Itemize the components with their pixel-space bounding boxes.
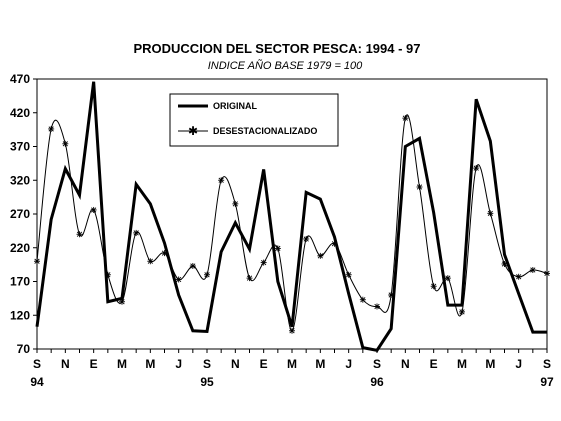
x-tick-label: M bbox=[145, 357, 155, 371]
y-tick-label: 470 bbox=[10, 72, 30, 86]
legend-original-label: ORIGINAL bbox=[213, 101, 258, 111]
series-desestacionalizado-point bbox=[374, 303, 380, 310]
y-tick-label: 420 bbox=[10, 106, 30, 120]
series-desestacionalizado-point bbox=[246, 275, 253, 282]
chart-title: PRODUCCION DEL SECTOR PESCA: 1994 - 97 bbox=[133, 41, 420, 56]
y-tick-label: 120 bbox=[10, 308, 30, 322]
x-tick-label: S bbox=[373, 357, 381, 371]
series-desestacionalizado-point bbox=[359, 296, 366, 303]
series-desestacionalizado-point bbox=[232, 200, 239, 207]
series-desestacionalizado-point bbox=[204, 271, 210, 278]
series-desestacionalizado-point bbox=[345, 271, 352, 278]
x-tick-label: S bbox=[203, 357, 211, 371]
series-desestacionalizado-point bbox=[430, 283, 437, 290]
x-tick-label: M bbox=[315, 357, 325, 371]
x-tick-label: M bbox=[117, 357, 127, 371]
x-tick-label: E bbox=[260, 357, 268, 371]
series-desestacionalizado-point bbox=[402, 115, 409, 122]
y-tick-label: 370 bbox=[10, 140, 30, 154]
series-desestacionalizado-point bbox=[260, 259, 267, 266]
x-tick-label: E bbox=[430, 357, 438, 371]
series-original-line bbox=[35, 81, 547, 353]
x-tick-label: M bbox=[287, 357, 297, 371]
series-desestacionalizado-point bbox=[444, 275, 451, 282]
x-tick-label: E bbox=[90, 357, 98, 371]
series-desestacionalizado-point bbox=[487, 210, 494, 217]
series-desestacionalizado-point bbox=[90, 206, 97, 213]
x-year-label: 97 bbox=[540, 375, 554, 389]
series-desestacionalizado-point bbox=[317, 252, 324, 259]
legend: ORIGINAL ✱ DESESTACIONALIZADO bbox=[169, 93, 339, 147]
series-desestacionalizado-point bbox=[515, 273, 522, 280]
y-tick-label: 170 bbox=[10, 275, 30, 289]
y-tick-label: 70 bbox=[17, 342, 31, 356]
x-year-label: 96 bbox=[370, 375, 384, 389]
series-desestacionalizado-point bbox=[175, 276, 182, 283]
series-desestacionalizado-point bbox=[147, 258, 154, 265]
series-desestacionalizado-point bbox=[289, 327, 295, 334]
x-tick-label: J bbox=[515, 357, 522, 371]
x-tick-label: N bbox=[61, 357, 70, 371]
series-desestacionalizado-point bbox=[544, 270, 550, 277]
y-tick-label: 270 bbox=[10, 207, 30, 221]
series-desestacionalizado-line bbox=[36, 114, 548, 332]
x-tick-label: J bbox=[175, 357, 182, 371]
series-desestacionalizado-point bbox=[48, 125, 55, 132]
series-desestacionalizado-point bbox=[473, 165, 480, 172]
legend-desest-label: DESESTACIONALIZADO bbox=[213, 126, 317, 136]
series-desestacionalizado-point bbox=[303, 235, 310, 242]
series-desestacionalizado-point bbox=[133, 229, 140, 236]
series-desestacionalizado-point bbox=[189, 262, 196, 269]
series-layer bbox=[34, 81, 550, 353]
x-tick-label: S bbox=[33, 357, 41, 371]
x-tick-label: M bbox=[485, 357, 495, 371]
x-tick-label: M bbox=[457, 357, 467, 371]
x-tick-label: N bbox=[231, 357, 240, 371]
series-desestacionalizado-point bbox=[529, 267, 536, 274]
series-desestacionalizado-point bbox=[459, 308, 465, 315]
x-year-label: 94 bbox=[30, 375, 44, 389]
y-tick-label: 320 bbox=[10, 173, 30, 187]
series-desestacionalizado-point bbox=[76, 231, 83, 238]
x-year-label: 95 bbox=[200, 375, 214, 389]
y-axis: 70 120 170 220 270 320 370 420 470 bbox=[10, 72, 37, 356]
series-desestacionalizado-point bbox=[274, 245, 281, 252]
series-desestacionalizado-point bbox=[416, 184, 423, 190]
y-tick-label: 220 bbox=[10, 241, 30, 255]
chart-subtitle: INDICE AÑO BASE 1979 = 100 bbox=[208, 59, 363, 72]
x-tick-label: N bbox=[401, 357, 410, 371]
series-desestacionalizado-point bbox=[34, 258, 40, 265]
legend-desest-marker: ✱ bbox=[188, 124, 198, 138]
series-desestacionalizado-point bbox=[62, 140, 69, 147]
x-axis: S N E M M J S N E M M J S N E M M J S 94 95 96 97 bbox=[30, 349, 554, 389]
x-tick-label: J bbox=[345, 357, 352, 371]
series-desestacionalizado-point bbox=[218, 177, 225, 184]
legend-box bbox=[169, 93, 339, 147]
x-tick-label: S bbox=[543, 357, 551, 371]
